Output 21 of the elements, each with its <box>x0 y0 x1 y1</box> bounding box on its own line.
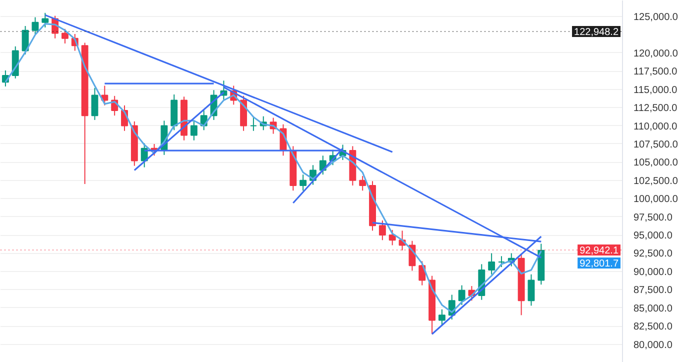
y-tick-label: 97,500.0 <box>634 212 673 224</box>
y-tick-label: 92,500.0 <box>634 248 673 260</box>
y-tick-label: 112,500.0 <box>634 103 678 114</box>
y-tick-label: 82,500.0 <box>634 322 673 333</box>
y-tick-label: 95,000.0 <box>634 230 673 242</box>
ref-line-label: 122,948.2 <box>574 26 619 38</box>
y-tick-label: 107,500.0 <box>634 139 678 150</box>
y-tick-label: 105,000.0 <box>634 158 678 169</box>
y-tick-label: 102,500.0 <box>634 176 678 187</box>
y-tick-label: 120,000.0 <box>634 48 678 60</box>
y-tick-label: 90,000.0 <box>634 266 673 278</box>
y-tick-label: 85,000.0 <box>634 303 673 314</box>
y-tick-label: 87,500.0 <box>634 285 673 296</box>
y-tick-label: 125,000.0 <box>634 12 678 24</box>
y-tick-label: 80,000.0 <box>634 340 673 351</box>
y-tick-label: 115,000.0 <box>634 84 678 96</box>
y-tick-label: 110,000.0 <box>634 121 678 132</box>
y-tick-label: 100,000.0 <box>634 194 678 206</box>
annotation: 92,801.7 <box>580 258 619 270</box>
ref-line-label: 92,942.1 <box>580 246 619 257</box>
y-tick-label: 117,500.0 <box>634 66 678 78</box>
